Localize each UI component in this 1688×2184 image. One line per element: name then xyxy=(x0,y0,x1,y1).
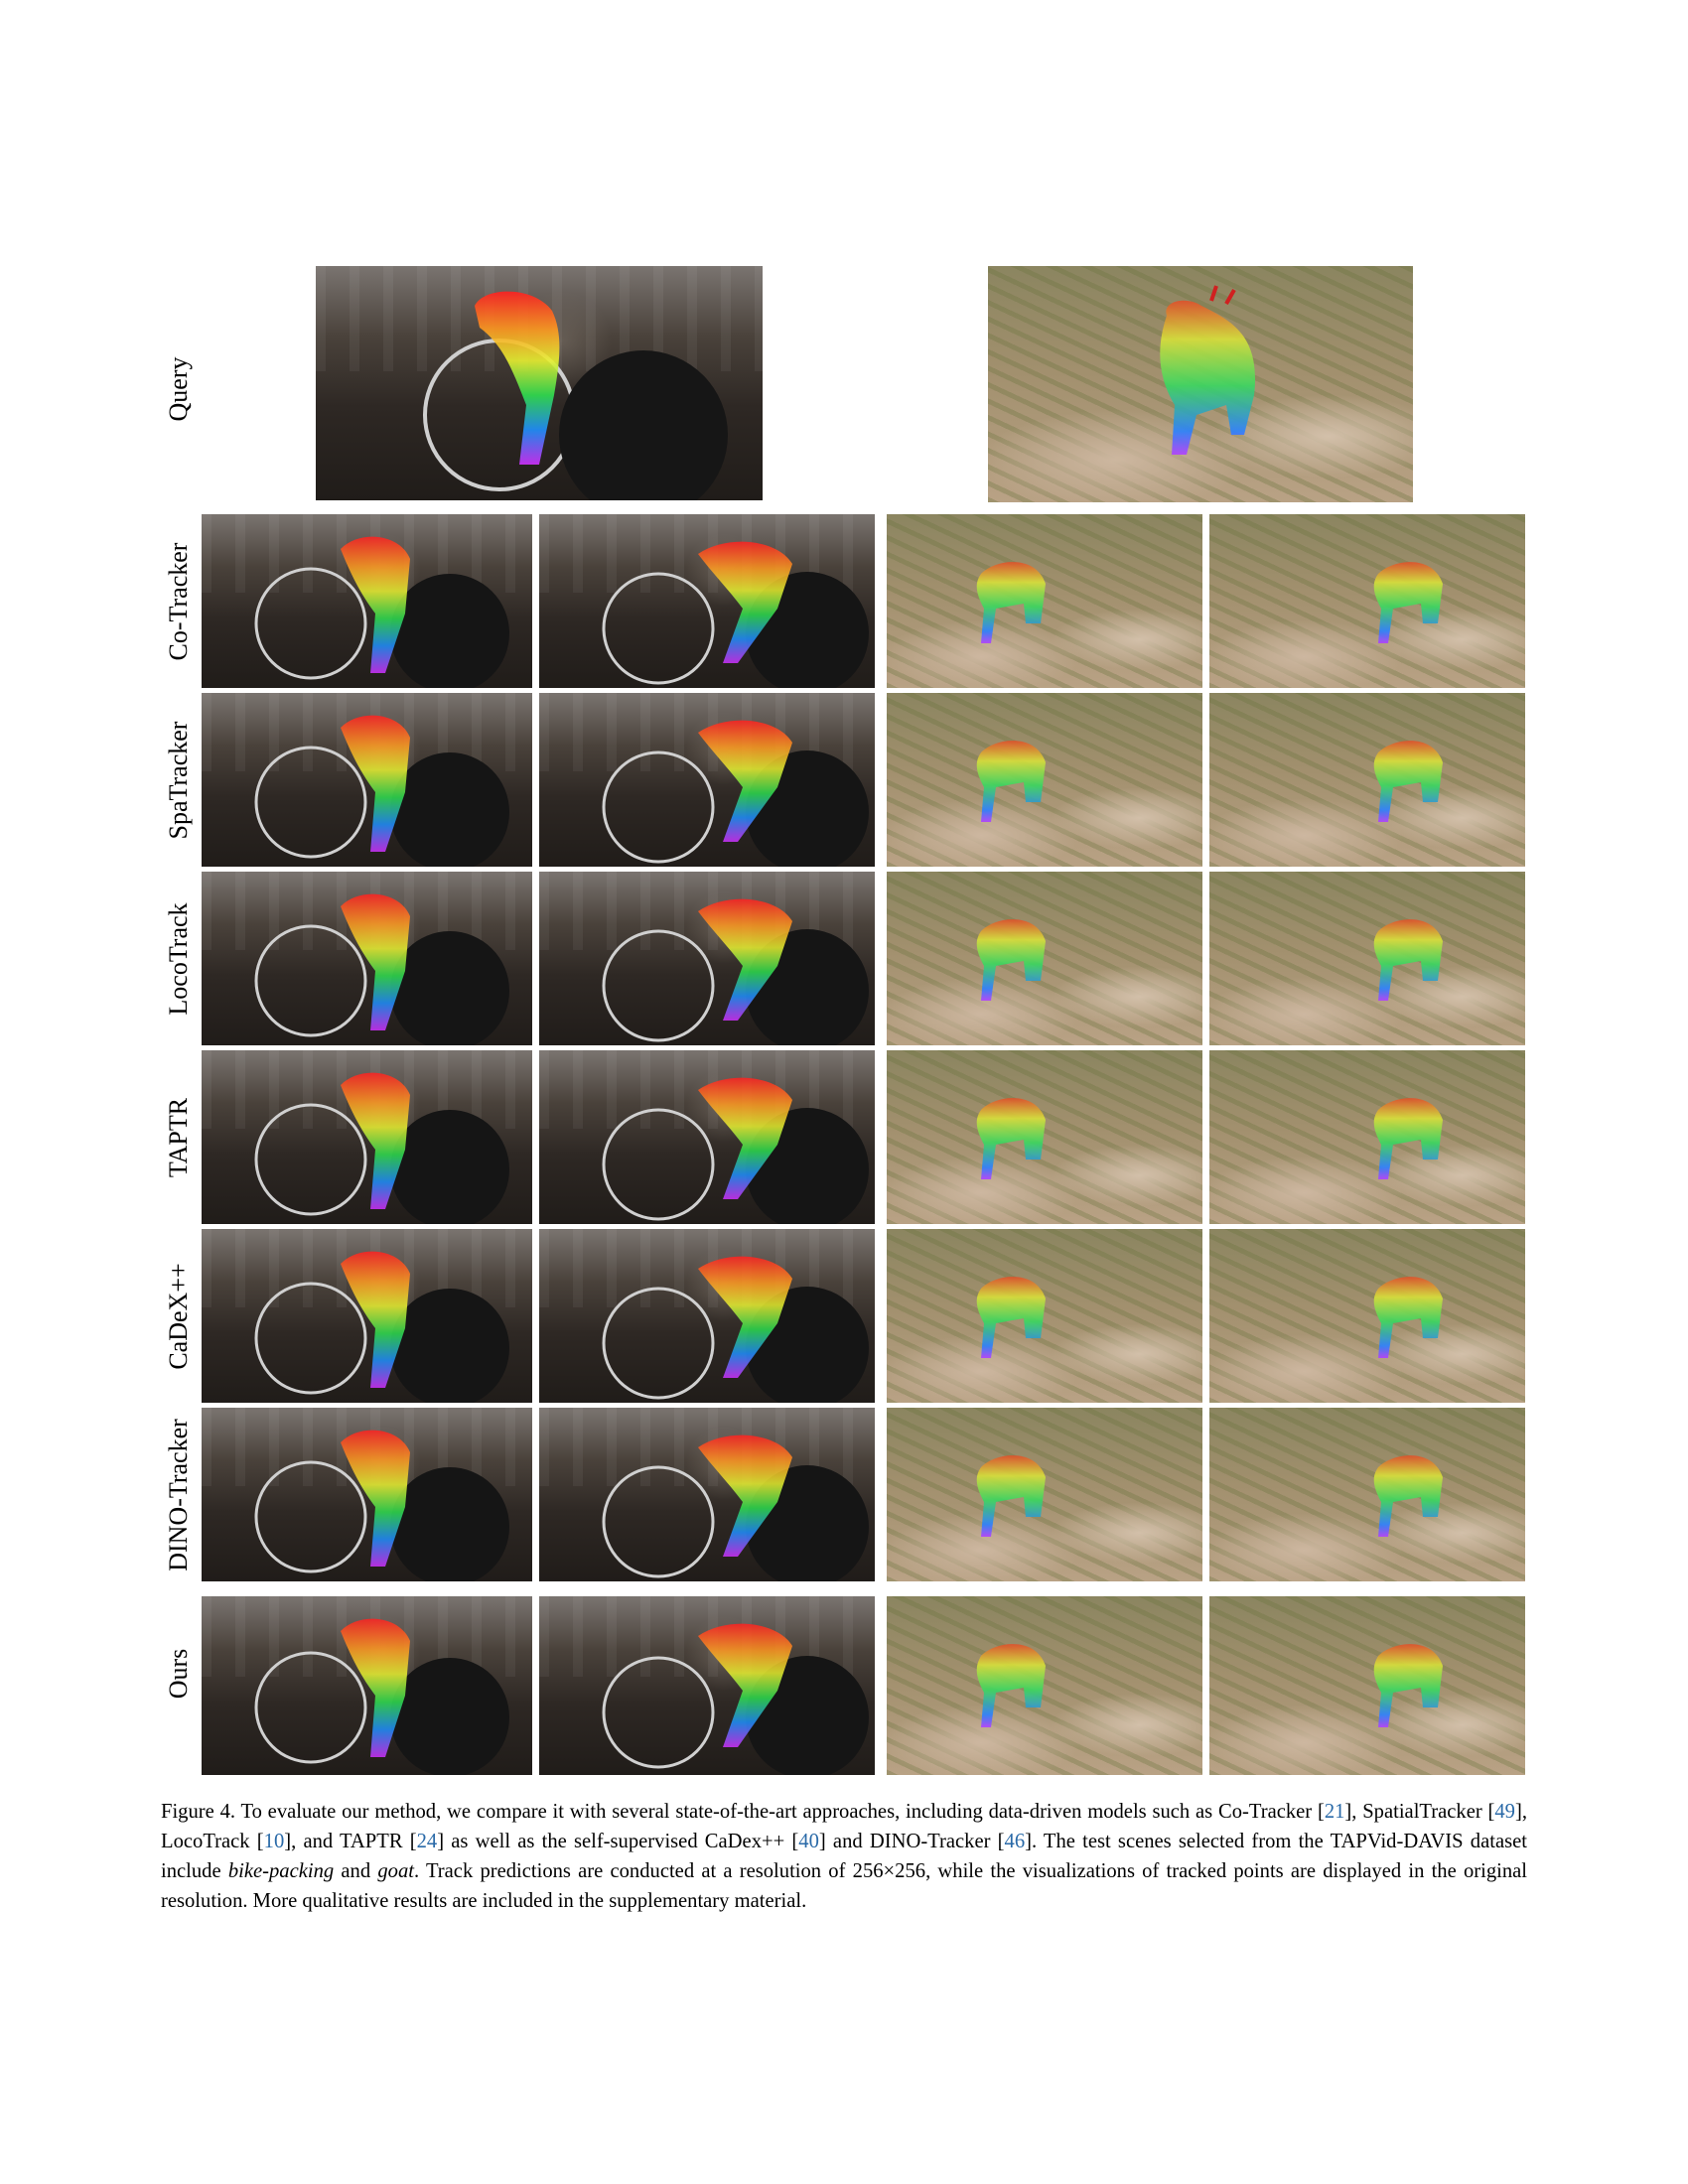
taptr-bike-frame-1 xyxy=(202,1050,532,1224)
spatracker-bike-frame-1 xyxy=(202,693,532,867)
spatracker-bike-frame-2 xyxy=(539,693,875,867)
ours-goat-frame-1 xyxy=(887,1596,1202,1775)
taptr-bike-frame-2 xyxy=(539,1050,875,1224)
caption-emphasis: bike-packing xyxy=(227,1860,335,1882)
cadex-bike-frame-1 xyxy=(202,1229,532,1403)
caption-text: . Track predictions are conducted at a r… xyxy=(161,1860,1528,1912)
taptr-goat-frame-2 xyxy=(1209,1050,1525,1224)
ours-bike-frame-2 xyxy=(539,1596,875,1775)
dinotracker-bike-frame-1 xyxy=(202,1408,532,1581)
caption-label: Figure 4. xyxy=(161,1801,236,1823)
dinotracker-goat-frame-1 xyxy=(887,1408,1202,1581)
caption-text: and xyxy=(334,1860,378,1882)
caption-text: ], LocoTrack [ xyxy=(161,1801,1527,1852)
caption-text: ]. The test scenes selected from the TAP… xyxy=(161,1831,1527,1882)
cadex-goat-frame-1 xyxy=(887,1229,1202,1403)
row-label-ours: Ours xyxy=(164,1648,193,1700)
cotracker-goat-frame-2 xyxy=(1209,514,1525,688)
caption-text: ] and DINO-Tracker [ xyxy=(818,1831,1005,1852)
spatracker-goat-frame-2 xyxy=(1209,693,1525,867)
citation-link[interactable]: 40 xyxy=(798,1831,819,1852)
caption-text: ], SpatialTracker [ xyxy=(1344,1801,1495,1823)
query-image-bike-packing xyxy=(316,266,763,500)
caption-text: To evaluate our method, we compare it wi… xyxy=(235,1801,1325,1823)
locotrack-goat-frame-1 xyxy=(887,872,1202,1045)
dinotracker-goat-frame-2 xyxy=(1209,1408,1525,1581)
taptr-goat-frame-1 xyxy=(887,1050,1202,1224)
citation-link[interactable]: 10 xyxy=(263,1831,285,1852)
cadex-bike-frame-2 xyxy=(539,1229,875,1403)
spatracker-goat-frame-1 xyxy=(887,693,1202,867)
locotrack-goat-frame-2 xyxy=(1209,872,1525,1045)
caption-text: ], and TAPTR [ xyxy=(284,1831,417,1852)
citation-link[interactable]: 24 xyxy=(416,1831,438,1852)
caption-text: ] as well as the self-supervised CaDex++… xyxy=(437,1831,799,1852)
ours-goat-frame-2 xyxy=(1209,1596,1525,1775)
cotracker-goat-frame-1 xyxy=(887,514,1202,688)
figure-caption: Figure 4. To evaluate our method, we com… xyxy=(161,1797,1527,1916)
cadex-goat-frame-2 xyxy=(1209,1229,1525,1403)
ours-bike-frame-1 xyxy=(202,1596,532,1775)
cotracker-bike-frame-2 xyxy=(539,514,875,688)
citation-link[interactable]: 21 xyxy=(1324,1801,1345,1823)
caption-emphasis: goat xyxy=(377,1860,414,1882)
dinotracker-bike-frame-2 xyxy=(539,1408,875,1581)
citation-link[interactable]: 49 xyxy=(1494,1801,1515,1823)
figure-4: Query Co-Tracker SpaTracker LocoTrack TA… xyxy=(164,266,1525,1775)
cotracker-bike-frame-1 xyxy=(202,514,532,688)
locotrack-bike-frame-2 xyxy=(539,872,875,1045)
locotrack-bike-frame-1 xyxy=(202,872,532,1045)
citation-link[interactable]: 46 xyxy=(1004,1831,1026,1852)
query-image-goat xyxy=(988,266,1413,502)
